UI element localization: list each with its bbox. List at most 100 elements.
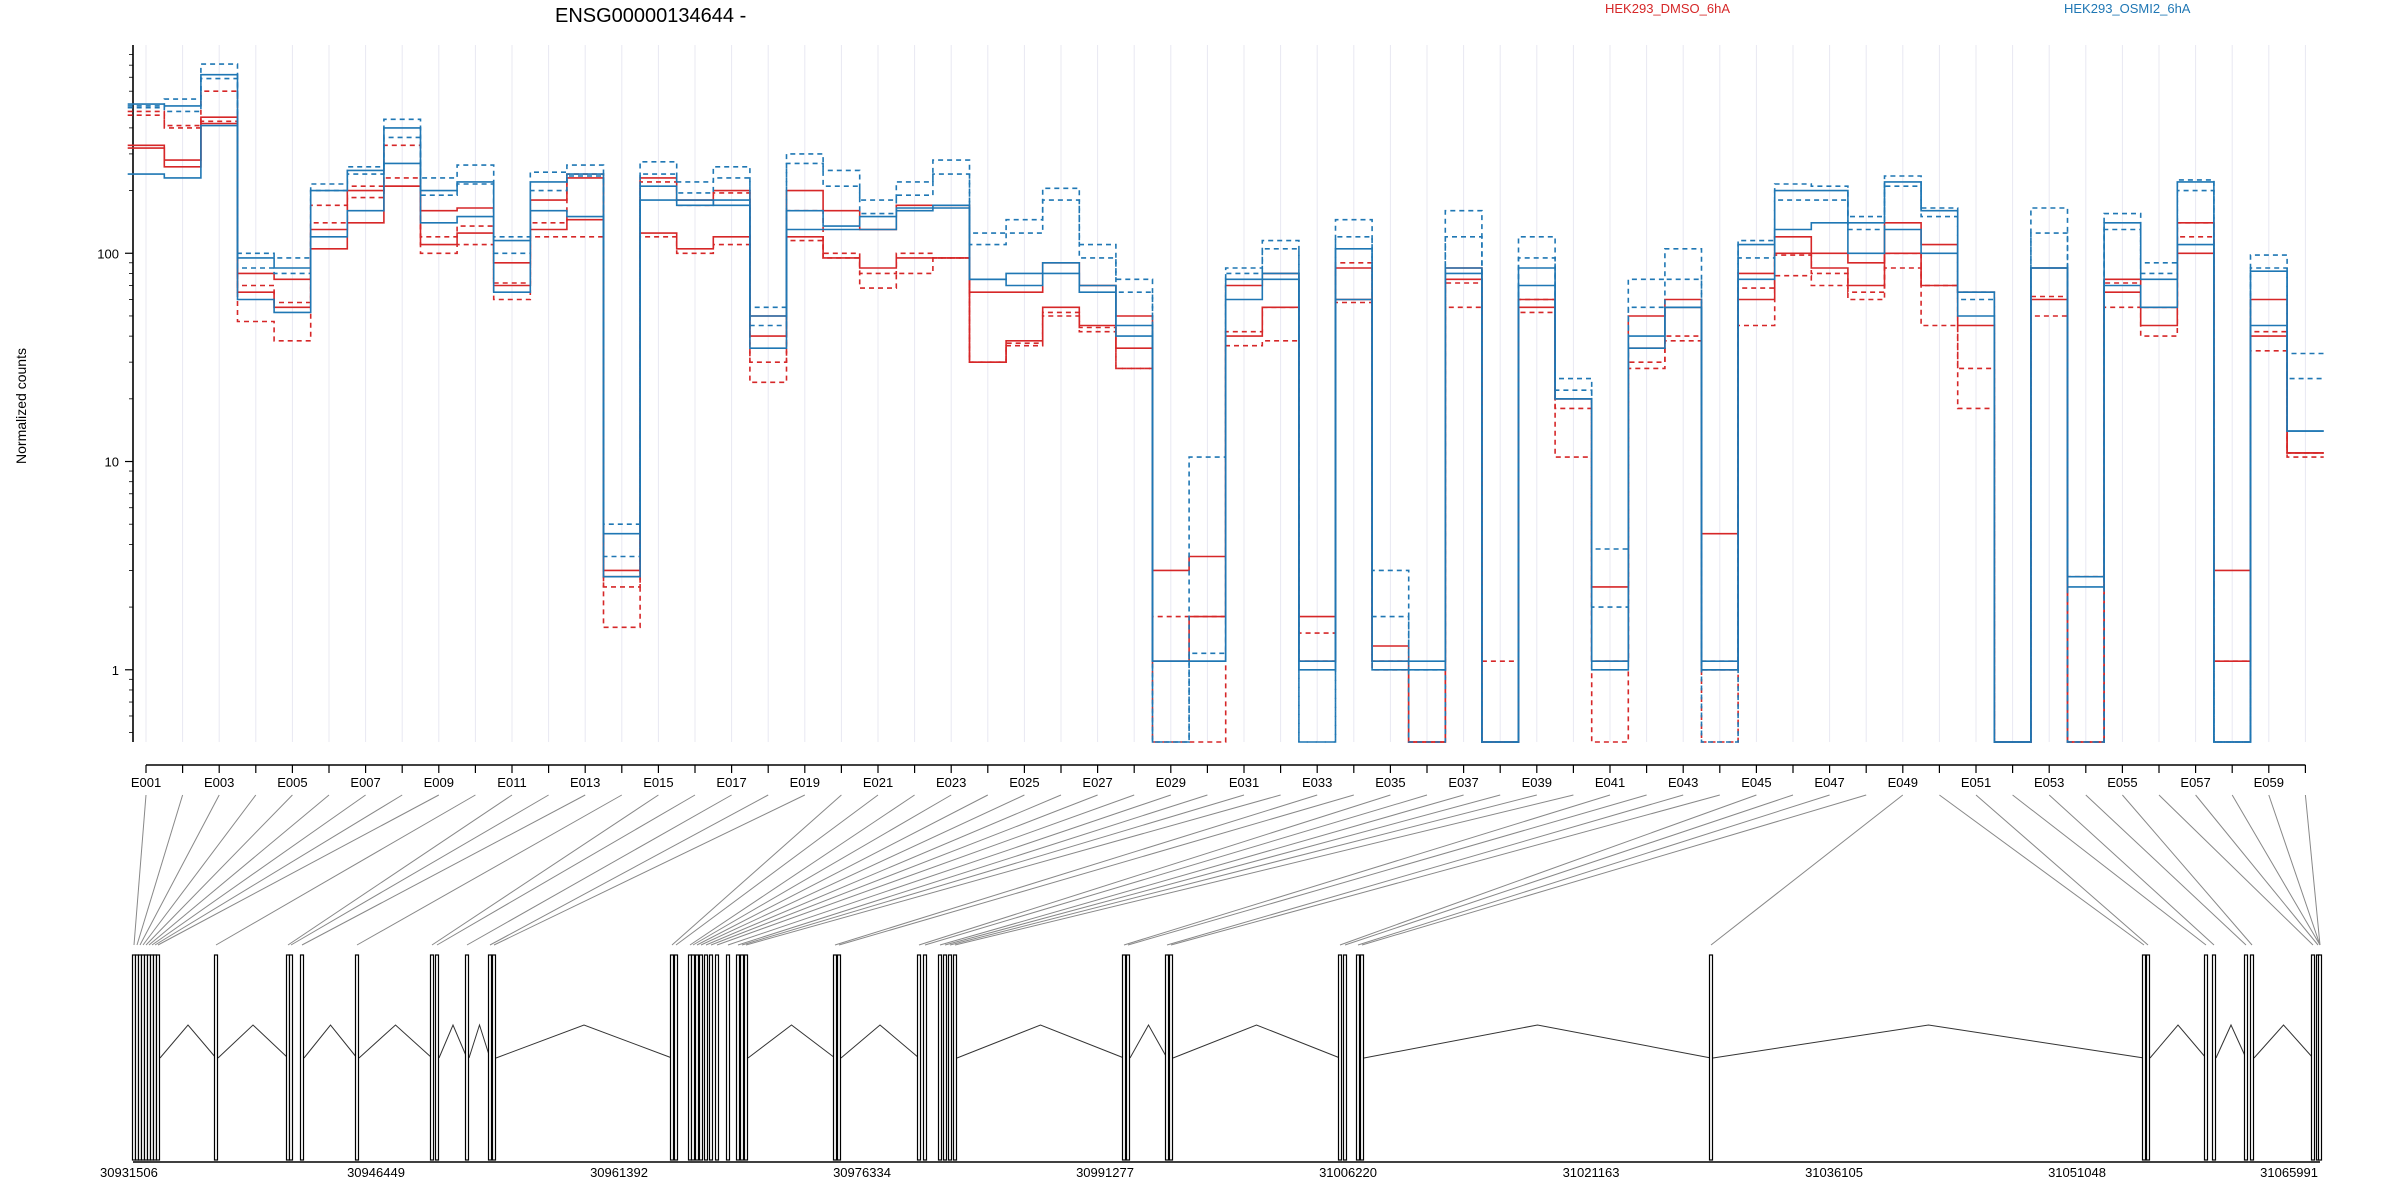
intron bbox=[1363, 1024, 1712, 1059]
exon-connector bbox=[2048, 794, 2215, 946]
x-tick-label: E009 bbox=[424, 775, 454, 790]
coord-label: 31006220 bbox=[1319, 1165, 1377, 1180]
coord-label: 31051048 bbox=[2048, 1165, 2106, 1180]
exon-connector bbox=[1975, 794, 2149, 946]
x-tick-label: E051 bbox=[1961, 775, 1991, 790]
exon-connector bbox=[139, 794, 220, 946]
x-tick-label: E017 bbox=[716, 775, 746, 790]
exon-connector bbox=[148, 794, 330, 946]
x-tick-label: E059 bbox=[2254, 775, 2284, 790]
exon-connector bbox=[142, 794, 257, 946]
exon-connector bbox=[151, 794, 366, 946]
exon-connector bbox=[949, 794, 1537, 946]
exon-block bbox=[429, 954, 435, 1161]
genomic-coordinate-axis: 30931506 30946449 30961392 30976334 30991277… bbox=[100, 1161, 2320, 1180]
exon-connector bbox=[145, 794, 293, 946]
exon-connector bbox=[489, 794, 769, 946]
x-tick-label: E027 bbox=[1082, 775, 1112, 790]
exon-block bbox=[739, 954, 745, 1161]
intron bbox=[438, 1023, 468, 1059]
exon-connector bbox=[436, 794, 696, 946]
exon-connector bbox=[2012, 794, 2207, 946]
exon-connector bbox=[2304, 794, 2321, 946]
exon-block bbox=[673, 954, 679, 1161]
y-axis: 1 10 100 bbox=[97, 45, 134, 742]
exon-block bbox=[669, 954, 675, 1161]
exon-block bbox=[698, 954, 704, 1161]
x-tick-label: E031 bbox=[1229, 775, 1259, 790]
x-tick-label: E023 bbox=[936, 775, 966, 790]
exon-connector bbox=[1339, 794, 1757, 946]
intron bbox=[1172, 1024, 1341, 1059]
y-tick-label: 100 bbox=[97, 246, 119, 261]
x-axis: E001 E003 E005 E007 E009 E011 E013 E015 E017 E019… bbox=[131, 764, 2306, 790]
x-tick-label: E055 bbox=[2107, 775, 2137, 790]
exon-block bbox=[487, 954, 493, 1161]
x-tick-label: E029 bbox=[1156, 775, 1186, 790]
exon-connector bbox=[838, 794, 1354, 946]
x-tick-label: E021 bbox=[863, 775, 893, 790]
exon-connector bbox=[1357, 794, 1830, 946]
exon-connector bbox=[2195, 794, 2319, 946]
exon-block bbox=[1125, 954, 1131, 1161]
exon-block bbox=[952, 954, 958, 1161]
exon-connector bbox=[493, 794, 806, 946]
x-tick-label: E039 bbox=[1522, 775, 1552, 790]
exon-block bbox=[942, 954, 948, 1161]
exon-block bbox=[299, 954, 305, 1161]
exon-block bbox=[354, 954, 360, 1161]
exon-connector bbox=[834, 794, 1318, 946]
exon-block bbox=[2203, 954, 2209, 1161]
intron bbox=[2149, 1024, 2207, 1059]
intron bbox=[747, 1024, 836, 1059]
exon-connector bbox=[745, 794, 1281, 946]
exon-connector bbox=[133, 794, 147, 946]
intron bbox=[468, 1023, 491, 1059]
exon-connector bbox=[705, 794, 1062, 946]
intron bbox=[1712, 1024, 2145, 1059]
gene-model-track bbox=[131, 954, 2323, 1161]
exon-block bbox=[743, 954, 749, 1161]
exon-block bbox=[1337, 954, 1343, 1161]
exon-connector bbox=[924, 794, 1428, 946]
coord-label: 31036105 bbox=[1805, 1165, 1863, 1180]
x-tick-label: E057 bbox=[2180, 775, 2210, 790]
y-axis-label: Normalized counts bbox=[13, 348, 29, 464]
x-tick-label: E001 bbox=[131, 775, 161, 790]
exon-connector bbox=[2158, 794, 2314, 946]
exon-block bbox=[2141, 954, 2147, 1161]
intron bbox=[1129, 1023, 1168, 1059]
exon-connector bbox=[2231, 794, 2321, 946]
exon-connector bbox=[710, 794, 1098, 946]
exon-block bbox=[155, 954, 161, 1161]
exon-connector bbox=[154, 794, 403, 946]
coord-label: 30991277 bbox=[1076, 1165, 1134, 1180]
exon-connector bbox=[700, 794, 1025, 946]
intron bbox=[2215, 1023, 2247, 1059]
exon-block bbox=[735, 954, 741, 1161]
exon-block bbox=[832, 954, 838, 1161]
exon-connector bbox=[675, 794, 879, 946]
exon-block bbox=[1121, 954, 1127, 1161]
intron bbox=[2253, 1024, 2314, 1059]
exon-connector bbox=[692, 794, 952, 946]
exon-connector bbox=[737, 794, 1208, 946]
x-tick-label: E013 bbox=[570, 775, 600, 790]
x-tick-label: E019 bbox=[790, 775, 820, 790]
exon-block bbox=[714, 954, 720, 1161]
exon-connector bbox=[301, 794, 586, 946]
exon-connector bbox=[727, 794, 1171, 946]
exon-block bbox=[1708, 954, 1714, 1161]
exon-connector bbox=[1710, 794, 1904, 946]
exon-connector bbox=[356, 794, 623, 946]
intron bbox=[159, 1024, 217, 1059]
exon-block bbox=[2243, 954, 2249, 1161]
exon-connector bbox=[939, 794, 1464, 946]
exon-block bbox=[213, 954, 219, 1161]
exon-block bbox=[694, 954, 700, 1161]
x-tick-label: E047 bbox=[1814, 775, 1844, 790]
exon-connector bbox=[1123, 794, 1611, 946]
coord-label: 30946449 bbox=[347, 1165, 405, 1180]
x-tick-label: E015 bbox=[643, 775, 673, 790]
intron bbox=[495, 1024, 673, 1059]
